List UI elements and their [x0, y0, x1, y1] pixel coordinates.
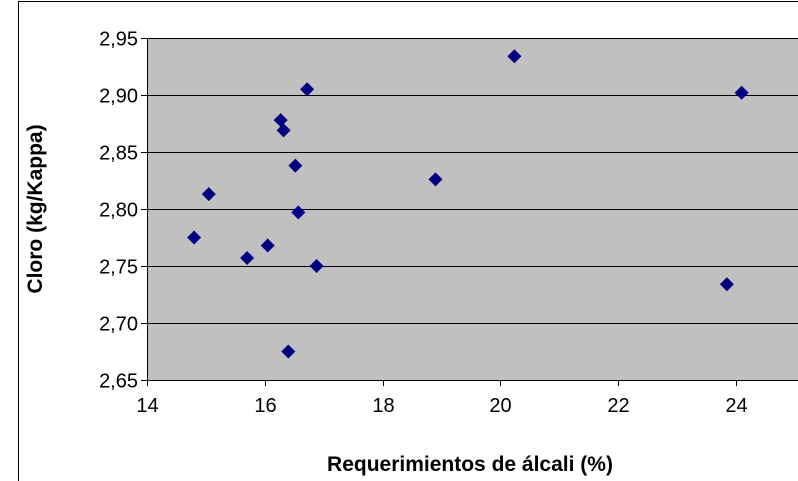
- data-point-9: [300, 82, 315, 97]
- data-point-11: [428, 172, 443, 187]
- data-point-13: [719, 277, 734, 292]
- x-tick-label-3: 20: [489, 395, 511, 417]
- data-points: [187, 49, 749, 359]
- data-point-1: [201, 187, 216, 202]
- data-point-4: [273, 113, 288, 128]
- x-tick-label-1: 16: [254, 395, 276, 417]
- y-tick-label-3: 2,80: [99, 200, 138, 222]
- data-point-14: [734, 85, 749, 100]
- data-point-7: [288, 158, 303, 173]
- data-point-2: [240, 251, 255, 266]
- y-axis-title: Cloro (kg/Kappa): [24, 124, 47, 293]
- data-point-3: [260, 238, 275, 253]
- y-tick-label-5: 2,90: [99, 86, 138, 108]
- y-axis-ticks: 2,65 2,70 2,75 2,80 2,85 2,90 2,95: [99, 29, 147, 393]
- data-point-5: [276, 123, 291, 138]
- x-tick-label-4: 22: [607, 395, 629, 417]
- y-tick-label-4: 2,85: [99, 143, 138, 165]
- data-point-10: [309, 259, 324, 273]
- data-point-12: [507, 49, 522, 64]
- x-tick-label-0: 14: [136, 395, 158, 417]
- x-tick-label-5: 24: [725, 395, 747, 417]
- x-tick-label-2: 18: [372, 395, 394, 417]
- data-point-6: [281, 344, 296, 359]
- y-tick-label-1: 2,70: [99, 314, 138, 336]
- y-tick-label-6: 2,95: [99, 29, 138, 51]
- x-axis-title: Requerimientos de álcali (%): [327, 453, 613, 476]
- x-axis-ticks: 14 16 18 20 22 24: [136, 380, 748, 417]
- data-point-8: [291, 205, 306, 220]
- y-tick-label-0: 2,65: [99, 371, 138, 393]
- y-tick-label-2: 2,75: [99, 257, 138, 279]
- gridlines: [147, 95, 798, 324]
- data-point-0: [187, 230, 202, 245]
